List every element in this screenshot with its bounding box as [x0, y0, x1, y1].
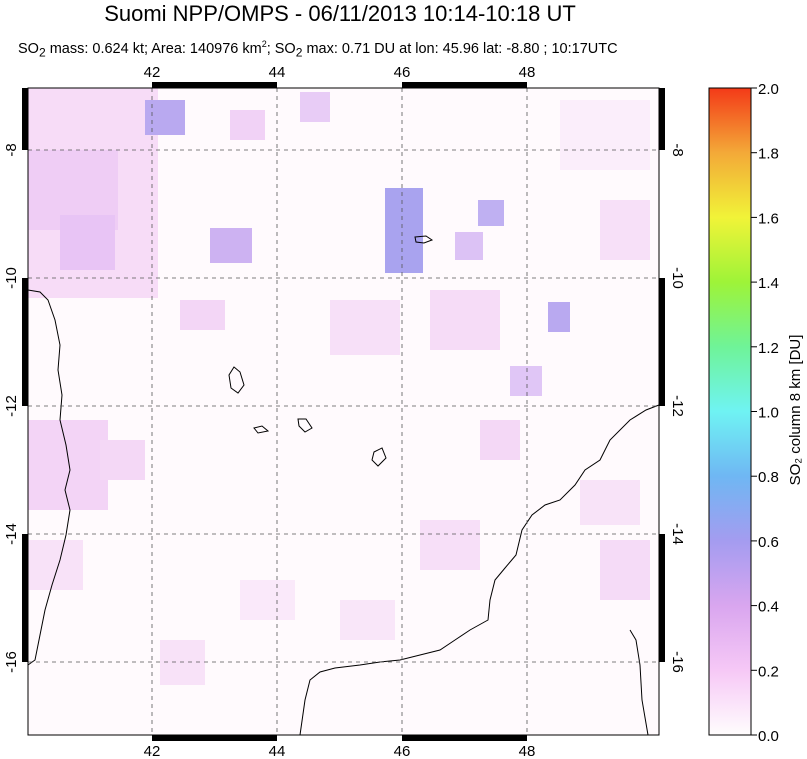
- cb-tick-1.2: 1.2: [758, 340, 779, 357]
- map-title: Suomi NPP/OMPS - 06/11/2013 10:14-10:18 …: [104, 1, 576, 26]
- lat-label-right--12: -12: [669, 395, 686, 417]
- map-subtitle: SO2 mass: 0.624 kt; Area: 140976 km2; SO…: [18, 39, 618, 60]
- cb-tick-0.4: 0.4: [758, 599, 779, 616]
- colorbar: [708, 87, 752, 736]
- lon-label-bottom-48: 48: [519, 743, 536, 759]
- cb-tick-1.6: 1.6: [758, 210, 779, 227]
- lon-label-top-44: 44: [269, 64, 286, 81]
- cb-tick-0.6: 0.6: [758, 534, 779, 551]
- coastlines: [27, 235, 660, 736]
- lat-labels: -8 -10 -12 -14 -16 -8 -10 -12 -14 -16: [3, 143, 686, 673]
- cb-tick-0.8: 0.8: [758, 469, 779, 486]
- colorbar-tick-labels: 2.0 1.8 1.6 1.4 1.2 1.0 0.8 0.6 0.4 0.2 …: [758, 81, 779, 745]
- cb-tick-0.2: 0.2: [758, 663, 779, 680]
- lat-label-left--10: -10: [3, 267, 20, 289]
- lat-label-right--10: -10: [669, 267, 686, 289]
- graticule: [28, 88, 659, 735]
- colorbar-ticks: [751, 87, 757, 736]
- cb-tick-1.0: 1.0: [758, 405, 779, 422]
- lat-label-left--14: -14: [3, 523, 20, 545]
- lat-label-left--12: -12: [3, 395, 20, 417]
- map-frame: [22, 82, 665, 741]
- lon-label-bottom-42: 42: [144, 743, 161, 759]
- cb-tick-1.8: 1.8: [758, 146, 779, 163]
- lon-labels: 42 44 46 48 42 44 46 48: [144, 64, 536, 759]
- cb-tick-2.0: 2.0: [758, 81, 779, 98]
- lat-label-right--14: -14: [669, 523, 686, 545]
- cb-tick-0.0: 0.0: [758, 728, 779, 745]
- lon-label-top-42: 42: [144, 64, 161, 81]
- lat-label-left--8: -8: [3, 143, 20, 156]
- lon-label-top-48: 48: [519, 64, 536, 81]
- lon-label-top-46: 46: [394, 64, 411, 81]
- lat-label-right--16: -16: [669, 651, 686, 673]
- lat-label-right--8: -8: [669, 143, 686, 156]
- lon-label-bottom-46: 46: [394, 743, 411, 759]
- colorbar-label: SO₂ column 8 km [DU]: [787, 335, 804, 486]
- lat-label-left--16: -16: [3, 651, 20, 673]
- cb-tick-1.4: 1.4: [758, 275, 779, 292]
- lon-label-bottom-44: 44: [269, 743, 286, 759]
